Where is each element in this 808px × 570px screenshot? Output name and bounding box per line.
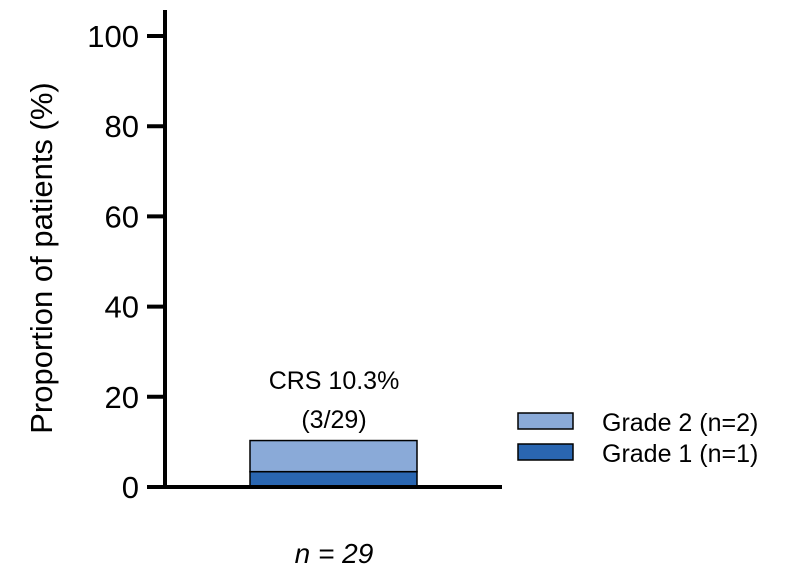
legend-swatch-grade-1	[517, 443, 574, 461]
bar-segment-grade-1	[249, 470, 418, 488]
y-axis-title: Proportion of patients (%)	[24, 82, 59, 434]
y-ticks: 0 20 40 60 80 100	[87, 19, 165, 505]
y-tick-label: 80	[105, 109, 139, 144]
legend-label-grade-2: Grade 2 (n=2)	[602, 409, 758, 437]
bars-group	[249, 439, 418, 488]
y-tick-label: 20	[105, 380, 139, 415]
y-tick-label: 60	[105, 199, 139, 234]
legend-swatch-grade-2	[517, 412, 574, 430]
bar-annotation-count: (3/29)	[301, 406, 366, 434]
y-tick-label: 100	[87, 19, 139, 54]
y-tick-label: 0	[122, 470, 139, 505]
bar-segment-grade-2	[249, 439, 418, 473]
bar-annotation-percent: CRS 10.3%	[269, 367, 400, 395]
x-axis-label: n = 29	[295, 538, 374, 569]
legend-label-grade-1: Grade 1 (n=1)	[602, 440, 758, 468]
y-tick-label: 40	[105, 290, 139, 325]
legend: Grade 2 (n=2) Grade 1 (n=1)	[517, 409, 758, 468]
